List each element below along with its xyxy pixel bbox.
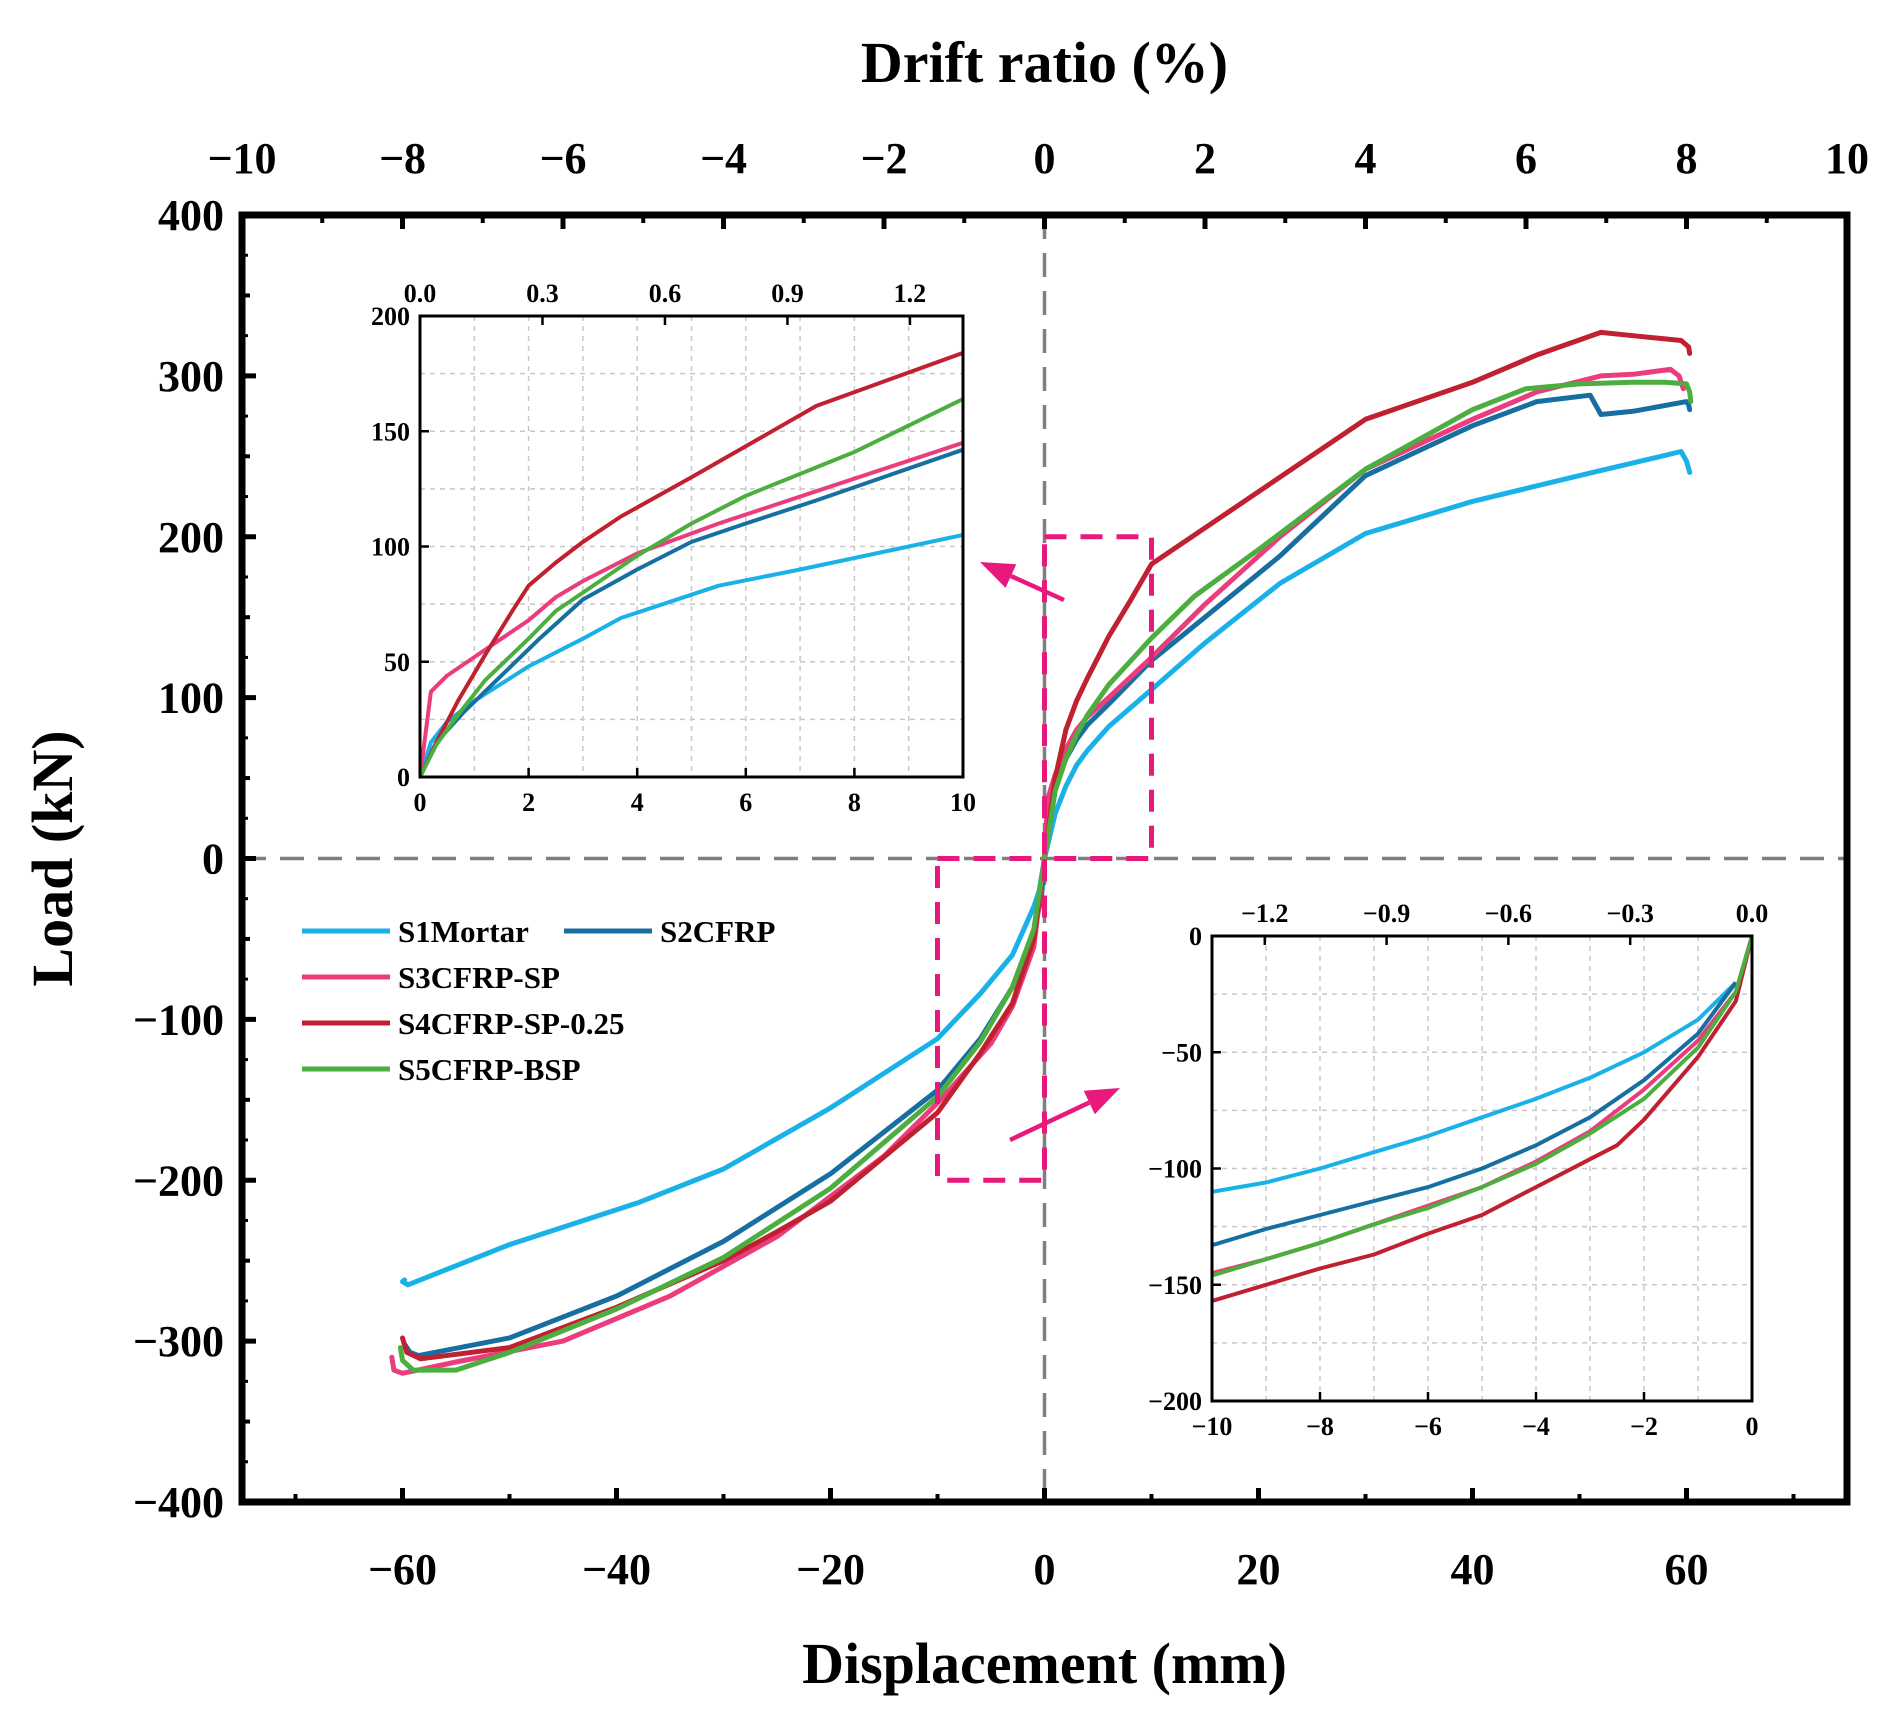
y-tick-label: −400 bbox=[133, 1478, 224, 1527]
legend-label-s2cfrp: S2CFRP bbox=[660, 914, 775, 949]
inset-series-line-s3cfrp-sp bbox=[420, 440, 963, 777]
legend-label-s4cfrp-sp-0.25: S4CFRP-SP-0.25 bbox=[398, 1006, 624, 1041]
inset-x-tick-label: 10 bbox=[950, 788, 976, 817]
inset-x2-tick-label: −0.3 bbox=[1607, 899, 1654, 928]
inset-x-tick-label: −2 bbox=[1630, 1412, 1658, 1441]
inset-x2-tick-label: −1.2 bbox=[1241, 899, 1288, 928]
inset-series-group bbox=[420, 351, 963, 777]
inset-y-tick-label: 100 bbox=[371, 533, 410, 562]
x-tick-label: 0 bbox=[1034, 1545, 1056, 1594]
inset-y-tick-label: 0 bbox=[397, 763, 410, 792]
inset-x2-tick-label: 0.0 bbox=[404, 279, 437, 308]
inset-x-tick-label: −6 bbox=[1414, 1412, 1442, 1441]
x2-tick-label: 8 bbox=[1676, 134, 1698, 183]
legend: S1Mortar S2CFRP S3CFRP-SP S4CFRP-SP-0.25 S5C… bbox=[302, 914, 775, 1087]
y-tick-label: −200 bbox=[133, 1156, 224, 1205]
inset-series-line-s2cfrp bbox=[1212, 981, 1738, 1248]
x2-tick-label: 4 bbox=[1355, 134, 1377, 183]
inset-x2-tick-label: 0.0 bbox=[1736, 899, 1769, 928]
legend-label-s1mortar: S1Mortar bbox=[398, 914, 529, 949]
series-line-s1mortar bbox=[400, 449, 1693, 1288]
x-axis-title: Displacement (mm) bbox=[802, 1631, 1287, 1696]
x2-tick-label: −4 bbox=[700, 134, 747, 183]
inset-x2-tick-label: 0.3 bbox=[526, 279, 559, 308]
series-line-s5cfrp-bsp bbox=[397, 379, 1694, 1373]
inset-x2-tick-label: 1.2 bbox=[894, 279, 927, 308]
y-tick-label: −100 bbox=[133, 995, 224, 1044]
inset-x-tick-label: 2 bbox=[522, 788, 535, 817]
inset-series-line-s4cfrp-sp-0.25 bbox=[1212, 936, 1752, 1303]
zoom-box-1 bbox=[1042, 534, 1154, 861]
inset-x2-tick-label: 0.9 bbox=[771, 279, 804, 308]
inset-x-tick-label: −4 bbox=[1522, 1412, 1550, 1441]
y-tick-label: 400 bbox=[158, 191, 224, 240]
main-series-group bbox=[389, 329, 1694, 1376]
inset-series-line-s1mortar bbox=[1212, 981, 1738, 1194]
inset-x2-tick-label: −0.9 bbox=[1363, 899, 1410, 928]
inset-series-group bbox=[1212, 936, 1752, 1303]
zoom-arrow-1-shaft bbox=[1010, 573, 1065, 603]
x2-tick-label: 0 bbox=[1034, 134, 1056, 183]
x-tick-label: 20 bbox=[1237, 1545, 1281, 1594]
inset-x-tick-label: 4 bbox=[631, 788, 644, 817]
x2-tick-label: 6 bbox=[1515, 134, 1537, 183]
x-tick-label: −40 bbox=[582, 1545, 651, 1594]
x2-tick-label: −2 bbox=[860, 134, 907, 183]
inset-x-tick-label: 8 bbox=[848, 788, 861, 817]
inset-x-tick-label: 0 bbox=[1746, 1412, 1759, 1441]
x2-tick-label: −8 bbox=[379, 134, 426, 183]
x-tick-label: −60 bbox=[368, 1545, 437, 1594]
inset-y-tick-label: 200 bbox=[371, 302, 410, 331]
main-ticks: −60 −40 −20 0 20 40 60−400−300−200−10001002003… bbox=[133, 134, 1869, 1594]
inset-y-tick-label: −50 bbox=[1161, 1038, 1202, 1067]
top-axis-title: Drift ratio (%) bbox=[861, 30, 1228, 95]
zoom-arrow-2-head bbox=[1083, 1088, 1120, 1115]
inset-y-tick-label: 150 bbox=[371, 417, 410, 446]
inset-x2-tick-label: 0.6 bbox=[649, 279, 682, 308]
y-tick-label: 300 bbox=[158, 352, 224, 401]
inset-x-tick-label: 0 bbox=[414, 788, 427, 817]
main-plot: −60 −40 −20 0 20 40 60−400−300−200−10001002003… bbox=[133, 134, 1869, 1594]
inset-series-line-s1mortar bbox=[420, 533, 963, 777]
x-tick-label: −20 bbox=[796, 1545, 865, 1594]
x-tick-label: 60 bbox=[1665, 1545, 1709, 1594]
y-axis-title: Load (kN) bbox=[20, 730, 85, 986]
x-tick-label: 40 bbox=[1451, 1545, 1495, 1594]
y-tick-label: −300 bbox=[133, 1317, 224, 1366]
legend-label-s5cfrp-bsp: S5CFRP-BSP bbox=[398, 1052, 581, 1087]
inset-y-tick-label: −100 bbox=[1148, 1155, 1202, 1184]
inset-x2-tick-label: −0.6 bbox=[1485, 899, 1532, 928]
zoom-arrow-1-head bbox=[980, 562, 1017, 588]
inset-series-line-s5cfrp-bsp bbox=[420, 397, 963, 777]
legend-label-s3cfrp-sp: S3CFRP-SP bbox=[398, 960, 560, 995]
inset-y-tick-label: 50 bbox=[384, 648, 410, 677]
zoom-arrow-2-shaft bbox=[1009, 1100, 1091, 1143]
zoom-box-2 bbox=[935, 856, 1047, 1183]
inset-series-line-s5cfrp-bsp bbox=[1212, 936, 1752, 1278]
x2-tick-label: 10 bbox=[1825, 134, 1869, 183]
inset-y-tick-label: 0 bbox=[1189, 922, 1202, 951]
y-tick-label: 100 bbox=[158, 674, 224, 723]
inset-x-tick-label: −8 bbox=[1306, 1412, 1334, 1441]
y-tick-label: 0 bbox=[202, 835, 224, 884]
y-tick-label: 200 bbox=[158, 513, 224, 562]
inset-y-tick-label: −200 bbox=[1148, 1387, 1202, 1416]
x2-tick-label: 2 bbox=[1194, 134, 1216, 183]
x2-tick-label: −10 bbox=[207, 134, 276, 183]
inset-series-line-s4cfrp-sp-0.25 bbox=[420, 351, 963, 777]
inset-negative-zoom: −10 −8 −6 −4 −2 0 −200 −150 −100 −50 0 −1.2 −0.9 −0.6… bbox=[1148, 899, 1768, 1441]
inset-x-tick-label: 6 bbox=[739, 788, 752, 817]
x2-tick-label: −6 bbox=[539, 134, 586, 183]
inset-y-tick-label: −150 bbox=[1148, 1271, 1202, 1300]
inset-x-tick-label: −10 bbox=[1192, 1412, 1233, 1441]
